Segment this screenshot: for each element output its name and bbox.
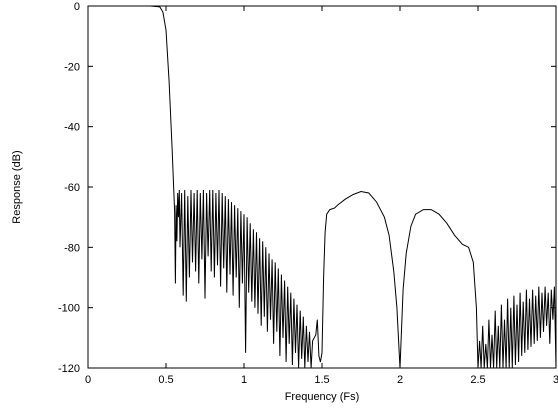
x-tick-label: 1.5 [314,374,329,386]
plot-frame [87,5,557,369]
x-tick-label: 2.5 [470,374,485,386]
y-tick-label: -40 [64,122,80,134]
ticks-group [87,5,557,369]
x-tick-label: 3 [553,374,558,386]
y-tick-label: -60 [64,182,80,194]
y-axis-label: Response (dB) [11,150,23,223]
x-tick-label: 1 [241,374,247,386]
y-tick-label: -100 [58,303,80,315]
y-tick-label: -20 [64,61,80,73]
response-curve [88,6,556,368]
x-tick-label: 0 [85,374,91,386]
x-axis-label: Frequency (Fs) [285,391,360,403]
y-tick-label: -80 [64,242,80,254]
x-tick-label: 0.5 [158,374,173,386]
tick-labels-group: 0 0.5 1 1.5 2 2.5 3 0 -20 -40 -60 -80 -100 -120 [58,1,558,386]
x-tick-label: 2 [397,374,403,386]
y-tick-label: 0 [74,1,80,13]
y-tick-label: -120 [58,363,80,375]
